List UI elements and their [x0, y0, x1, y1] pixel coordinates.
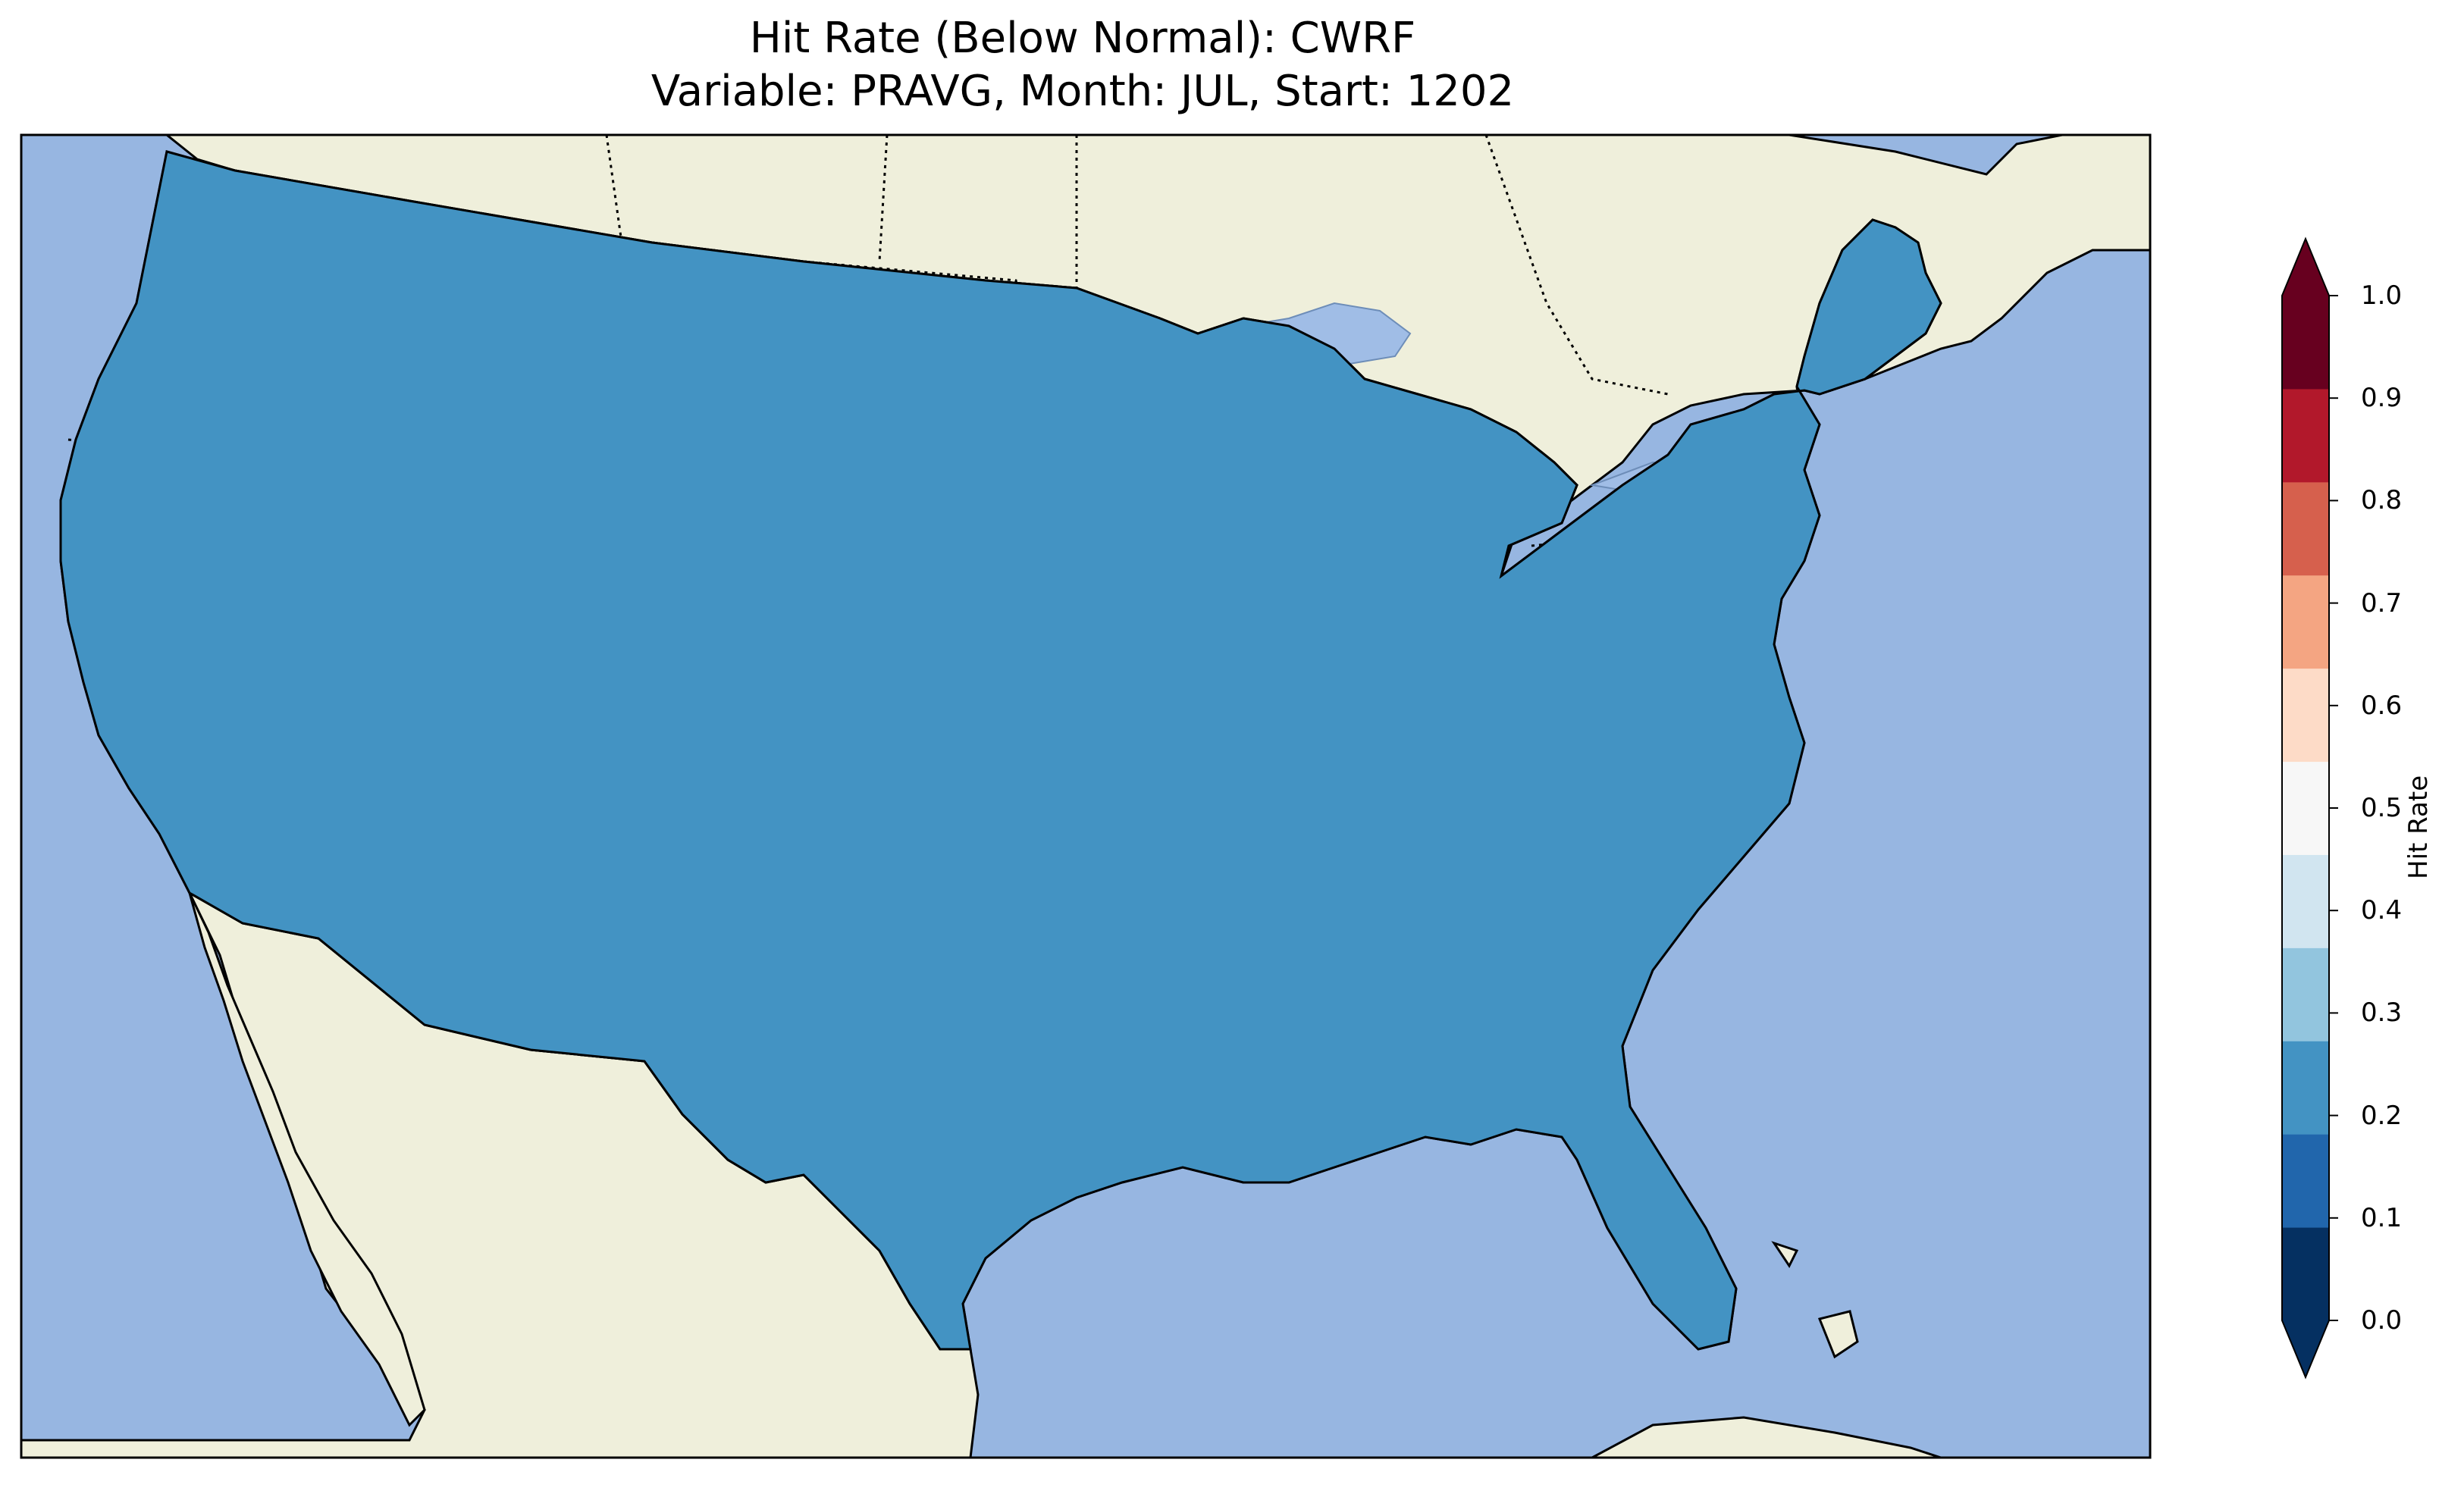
map-frame — [20, 133, 2152, 1459]
colorbar-tick-label: 0.5 — [2361, 793, 2403, 823]
colorbar-segment — [2282, 575, 2329, 669]
cuba-land — [1591, 1416, 1942, 1458]
colorbar-segment — [2282, 1134, 2329, 1228]
colorbar-segment — [2282, 947, 2329, 1041]
colorbar-segment — [2282, 1041, 2329, 1135]
colorbar-tick-label: 1.0 — [2361, 280, 2403, 311]
colorbar-label: Hit Rate — [2403, 775, 2434, 879]
colorbar-tick-label: 0.3 — [2361, 998, 2403, 1029]
colorbar-tick-label: 0.0 — [2361, 1305, 2403, 1336]
colorbar-segment — [2282, 481, 2329, 576]
title-line-2: Variable: PRAVG, Month: JUL, Start: 1202 — [650, 67, 1515, 116]
colorbar-segment — [2282, 296, 2329, 390]
chart-title: Hit Rate (Below Normal): CWRF Variable: … — [21, 12, 2144, 118]
bahamas-island — [1817, 1310, 1859, 1359]
colorbar — [2281, 236, 2338, 1380]
colorbar-segment — [2282, 1227, 2329, 1321]
colorbar-segment — [2282, 388, 2329, 483]
colorbar-tick-label: 0.6 — [2361, 690, 2403, 721]
bahamas-island — [1771, 1241, 1799, 1268]
colorbar-segment — [2282, 761, 2329, 855]
colorbar-segment — [2282, 854, 2329, 948]
colorbar-tick-label: 0.7 — [2361, 587, 2403, 619]
colorbar-tick-label: 0.9 — [2361, 383, 2403, 414]
colorbar-extend-min — [2282, 1320, 2329, 1377]
colorbar-tick-label: 0.4 — [2361, 895, 2403, 926]
colorbar-tick-label: 0.1 — [2361, 1202, 2403, 1233]
colorbar-segment — [2282, 668, 2329, 763]
colorbar-extend-max — [2282, 239, 2329, 296]
title-line-1: Hit Rate (Below Normal): CWRF — [749, 14, 1416, 63]
baja-peninsula — [188, 892, 426, 1427]
colorbar-tick-label: 0.2 — [2361, 1100, 2403, 1131]
colorbar-tick-label: 0.8 — [2361, 485, 2403, 516]
